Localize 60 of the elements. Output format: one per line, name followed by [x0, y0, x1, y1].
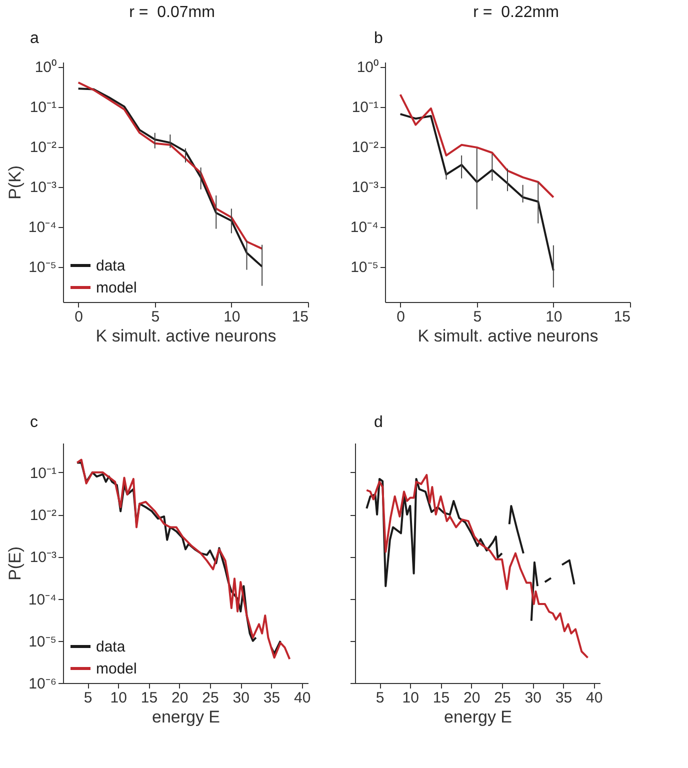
y-tick-label: 10⁻⁴ [28, 591, 56, 608]
text: b [374, 30, 383, 47]
y-tick-label: 10⁻¹ [30, 464, 56, 482]
legend-label: model [96, 280, 137, 296]
x-tick-label: 15 [614, 308, 630, 326]
chart-title: r = 0.22mm [472, 3, 560, 23]
x-axis-title: K simult. active neurons [96, 326, 276, 346]
y-axis-title: P(K) [5, 166, 24, 200]
y-tick-label: 10⁻⁶ [28, 676, 56, 692]
y-tick-label: 10⁻⁵ [28, 259, 56, 276]
x-tick-label: 5 [151, 308, 160, 326]
text: d [374, 414, 383, 431]
x-tick-label: 10 [110, 690, 127, 706]
y-tick-label: 10⁻⁴ [350, 219, 378, 236]
y-tick-label: 10⁻³ [30, 179, 56, 196]
y-tick-label: 10⁻² [30, 507, 56, 524]
x-axis-title: K simult. active neurons [418, 326, 598, 346]
chart-title: r = 0.07mm [128, 3, 216, 23]
y-tick-label: 10⁻² [352, 139, 378, 156]
x-tick-label: 5 [473, 308, 482, 326]
y-tick-label: 10⁻⁴ [28, 219, 56, 236]
text: c [30, 414, 38, 431]
x-tick-label: 20 [464, 690, 480, 706]
x-tick-label: 15 [140, 690, 158, 706]
y-tick-label: 10⁰ [356, 59, 378, 76]
y-axis-title: P(E) [5, 546, 24, 580]
y-tick-label: 10⁻¹ [30, 99, 56, 116]
x-tick-label: 15 [432, 690, 450, 706]
y-tick-label: 10⁻² [30, 139, 56, 156]
x-tick-label: 10 [546, 308, 562, 326]
x-tick-label: 35 [555, 690, 572, 706]
legend-label: data [96, 258, 126, 274]
x-tick-label: 0 [396, 308, 405, 326]
y-tick-label: 10⁻⁵ [350, 259, 378, 276]
x-tick-label: 30 [232, 690, 250, 706]
line-series [399, 94, 554, 198]
x-tick-label: 30 [524, 690, 542, 706]
y-tick-label: 10⁻⁵ [28, 633, 56, 650]
x-tick-label: 35 [263, 690, 280, 706]
text: a [30, 30, 39, 47]
x-tick-label: 25 [494, 690, 511, 706]
x-tick-label: 0 [74, 308, 83, 326]
y-tick-label: 10⁻³ [352, 179, 378, 196]
x-tick-label: 10 [402, 690, 419, 706]
x-tick-label: 15 [292, 308, 308, 326]
x-tick-label: 10 [224, 308, 240, 326]
legend-label: data [96, 638, 126, 656]
legend-label: model [96, 660, 137, 678]
x-tick-label: 40 [586, 690, 603, 706]
y-tick-label: 10⁻¹ [352, 99, 378, 116]
x-tick-label: 25 [202, 690, 219, 706]
y-tick-label: 10⁰ [34, 59, 56, 76]
y-tick-label: 10⁻³ [30, 549, 56, 566]
x-axis-title: energy E [152, 708, 220, 726]
x-tick-label: 5 [376, 690, 384, 706]
x-axis-title: energy E [444, 708, 512, 726]
line-series [399, 113, 554, 272]
x-tick-label: 20 [172, 690, 188, 706]
x-tick-label: 40 [294, 690, 311, 706]
x-tick-label: 5 [84, 690, 92, 706]
